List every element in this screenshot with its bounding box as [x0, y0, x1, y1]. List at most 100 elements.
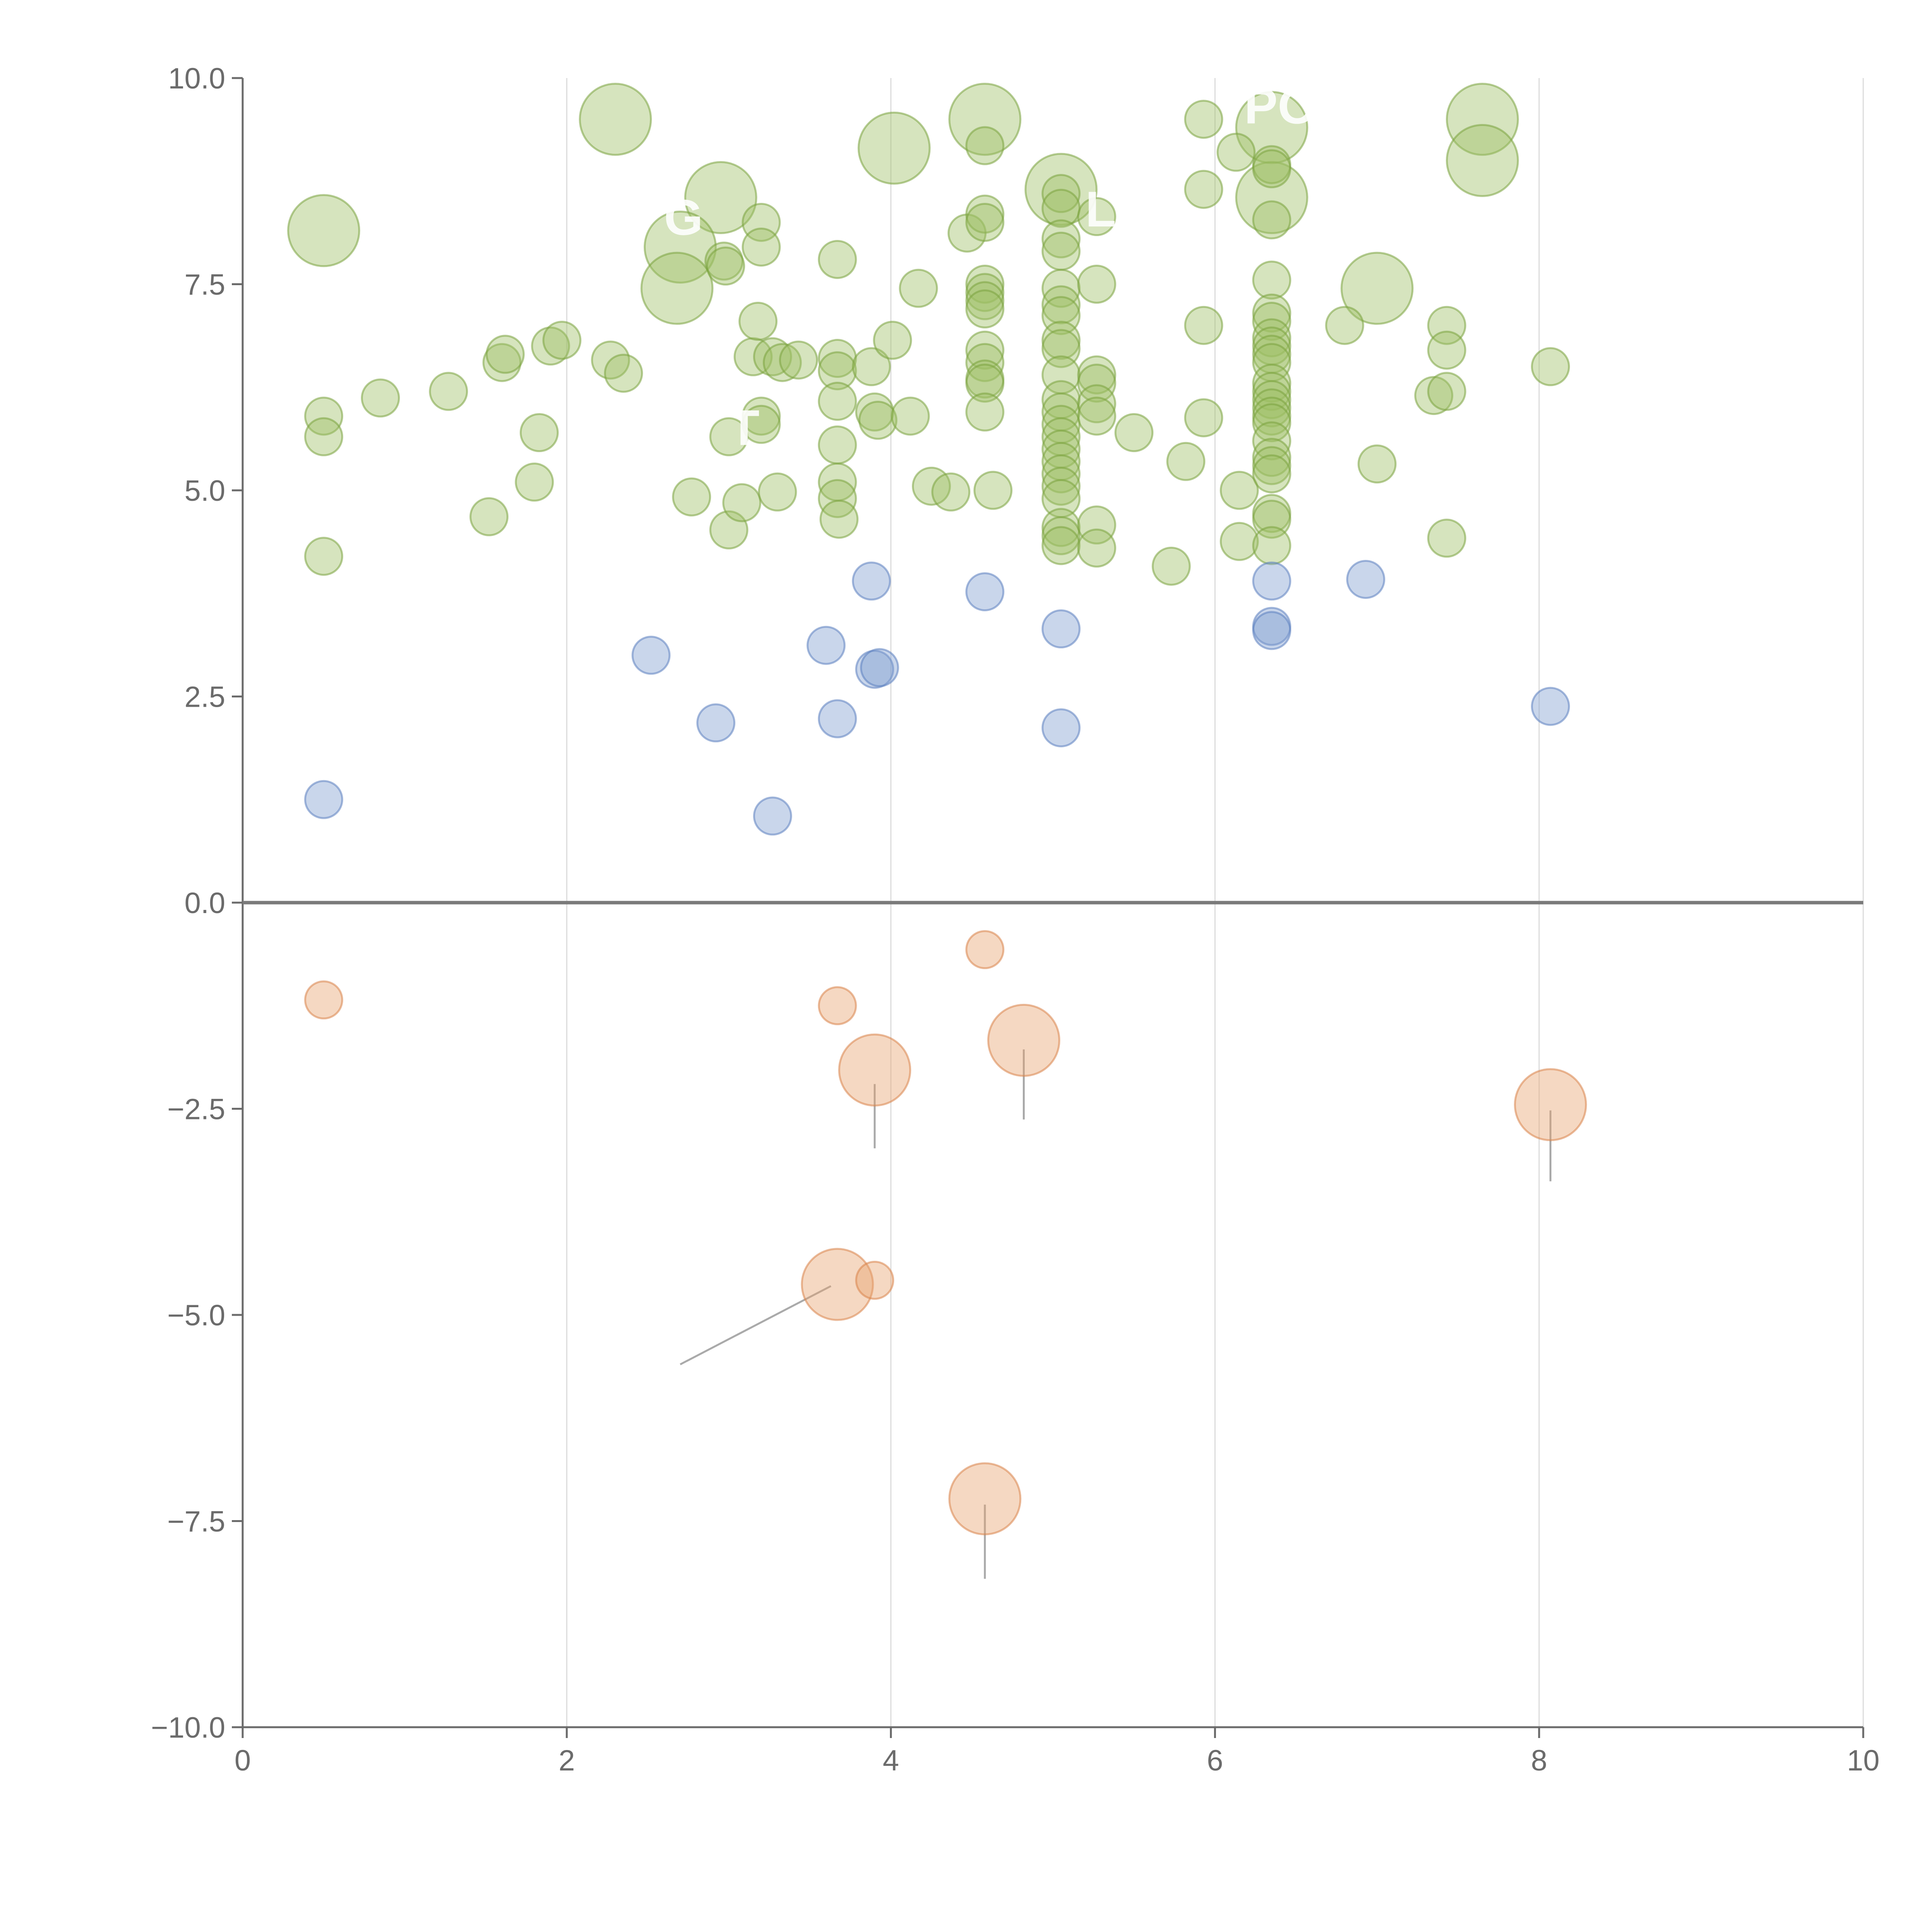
green-point: [1252, 380, 1291, 419]
blue-point: [753, 796, 792, 836]
green-point: [1252, 454, 1291, 493]
x-tick-label: 8: [1531, 1744, 1547, 1777]
green-point: [1531, 347, 1570, 386]
green-point: [1252, 526, 1291, 565]
green-point: [1252, 388, 1291, 428]
green-point: [684, 161, 757, 234]
orange-point: [965, 930, 1005, 969]
y-tick-label: 2.5: [184, 681, 225, 714]
green-point: [304, 417, 344, 456]
green-point: [1427, 330, 1466, 370]
green-point: [965, 281, 1005, 320]
blue-point: [818, 699, 857, 738]
green-point: [304, 537, 344, 576]
y-tick-label: −5.0: [167, 1299, 225, 1332]
green-point: [1041, 516, 1081, 555]
green-point: [965, 202, 1005, 242]
green-point: [1216, 133, 1256, 172]
green-point: [520, 413, 559, 452]
orange-point: [948, 1462, 1022, 1536]
orange-point: [855, 1260, 895, 1300]
green-point: [1077, 528, 1116, 568]
green-point: [1041, 285, 1081, 325]
green-point: [852, 347, 891, 386]
green-point: [672, 477, 711, 517]
green-point: [1184, 306, 1223, 345]
green-point: [706, 247, 745, 286]
green-point: [1166, 442, 1206, 481]
green-point: [1252, 200, 1291, 240]
green-point: [965, 364, 1005, 403]
blue-point: [806, 626, 846, 665]
green-point: [1041, 174, 1081, 213]
green-point: [1077, 396, 1116, 436]
green-point: [1077, 197, 1116, 236]
green-point: [1114, 413, 1154, 452]
green-point: [542, 321, 582, 360]
green-point: [965, 126, 1005, 165]
green-point: [742, 396, 781, 436]
y-tick-label: 0.0: [184, 887, 225, 920]
green-point: [742, 405, 781, 444]
green-point: [640, 252, 714, 325]
blue-point: [631, 636, 671, 675]
green-point: [758, 472, 797, 512]
blue-point: [1252, 611, 1291, 650]
green-point: [1446, 124, 1519, 197]
green-point: [1041, 321, 1081, 360]
green-point: [965, 392, 1005, 432]
green-point: [763, 343, 802, 382]
bubble-label: T: [729, 400, 759, 456]
green-point: [429, 372, 468, 411]
green-point: [531, 327, 570, 366]
green-point: [818, 425, 857, 465]
blue-point: [696, 703, 736, 743]
green-point: [1041, 269, 1081, 308]
green-point: [858, 401, 898, 440]
orange-point: [801, 1248, 874, 1321]
green-point: [819, 500, 859, 539]
green-point: [1219, 522, 1259, 561]
blue-point: [1041, 609, 1081, 649]
green-point: [973, 471, 1013, 510]
bubble-label: G: [664, 189, 703, 245]
green-point: [1252, 260, 1291, 300]
data-points: [287, 83, 1587, 1536]
blue-point: [1041, 708, 1081, 748]
y-tick-label: −7.5: [167, 1505, 225, 1538]
orange-point: [818, 986, 857, 1026]
green-point: [818, 382, 857, 421]
green-point: [1041, 466, 1081, 506]
blue-point: [304, 780, 344, 819]
green-point: [818, 351, 857, 391]
green-point: [965, 194, 1005, 234]
green-point: [1077, 384, 1116, 423]
orange-point: [838, 1033, 912, 1107]
green-point: [604, 354, 643, 393]
blue-point: [852, 561, 891, 601]
green-point: [1325, 306, 1364, 345]
green-point: [1151, 546, 1191, 586]
bubble-label: PO: [1244, 78, 1317, 134]
x-tick-label: 10: [1847, 1744, 1880, 1777]
orange-point: [1514, 1068, 1587, 1141]
axes: −10.0 −7.5 −5.0 −2.5 0.0 2.5 5.0 7.5 10.0 0 2 4 6 8 10: [151, 62, 1880, 1777]
green-point: [643, 210, 717, 284]
bubble-labels: G T L PO: [664, 78, 1316, 456]
blue-point: [1252, 561, 1291, 601]
green-point: [1184, 170, 1223, 209]
green-point: [965, 330, 1005, 370]
green-point: [779, 340, 818, 380]
x-tick-label: 0: [235, 1744, 251, 1777]
green-point: [1427, 372, 1466, 411]
green-point: [1252, 446, 1291, 485]
x-tick-label: 2: [559, 1744, 575, 1777]
green-point: [818, 240, 857, 279]
green-point: [1041, 526, 1081, 565]
orange-point: [987, 1003, 1061, 1077]
x-tick-label: 4: [883, 1744, 899, 1777]
green-point: [287, 194, 361, 267]
green-point: [304, 396, 344, 436]
green-point: [1446, 83, 1519, 156]
